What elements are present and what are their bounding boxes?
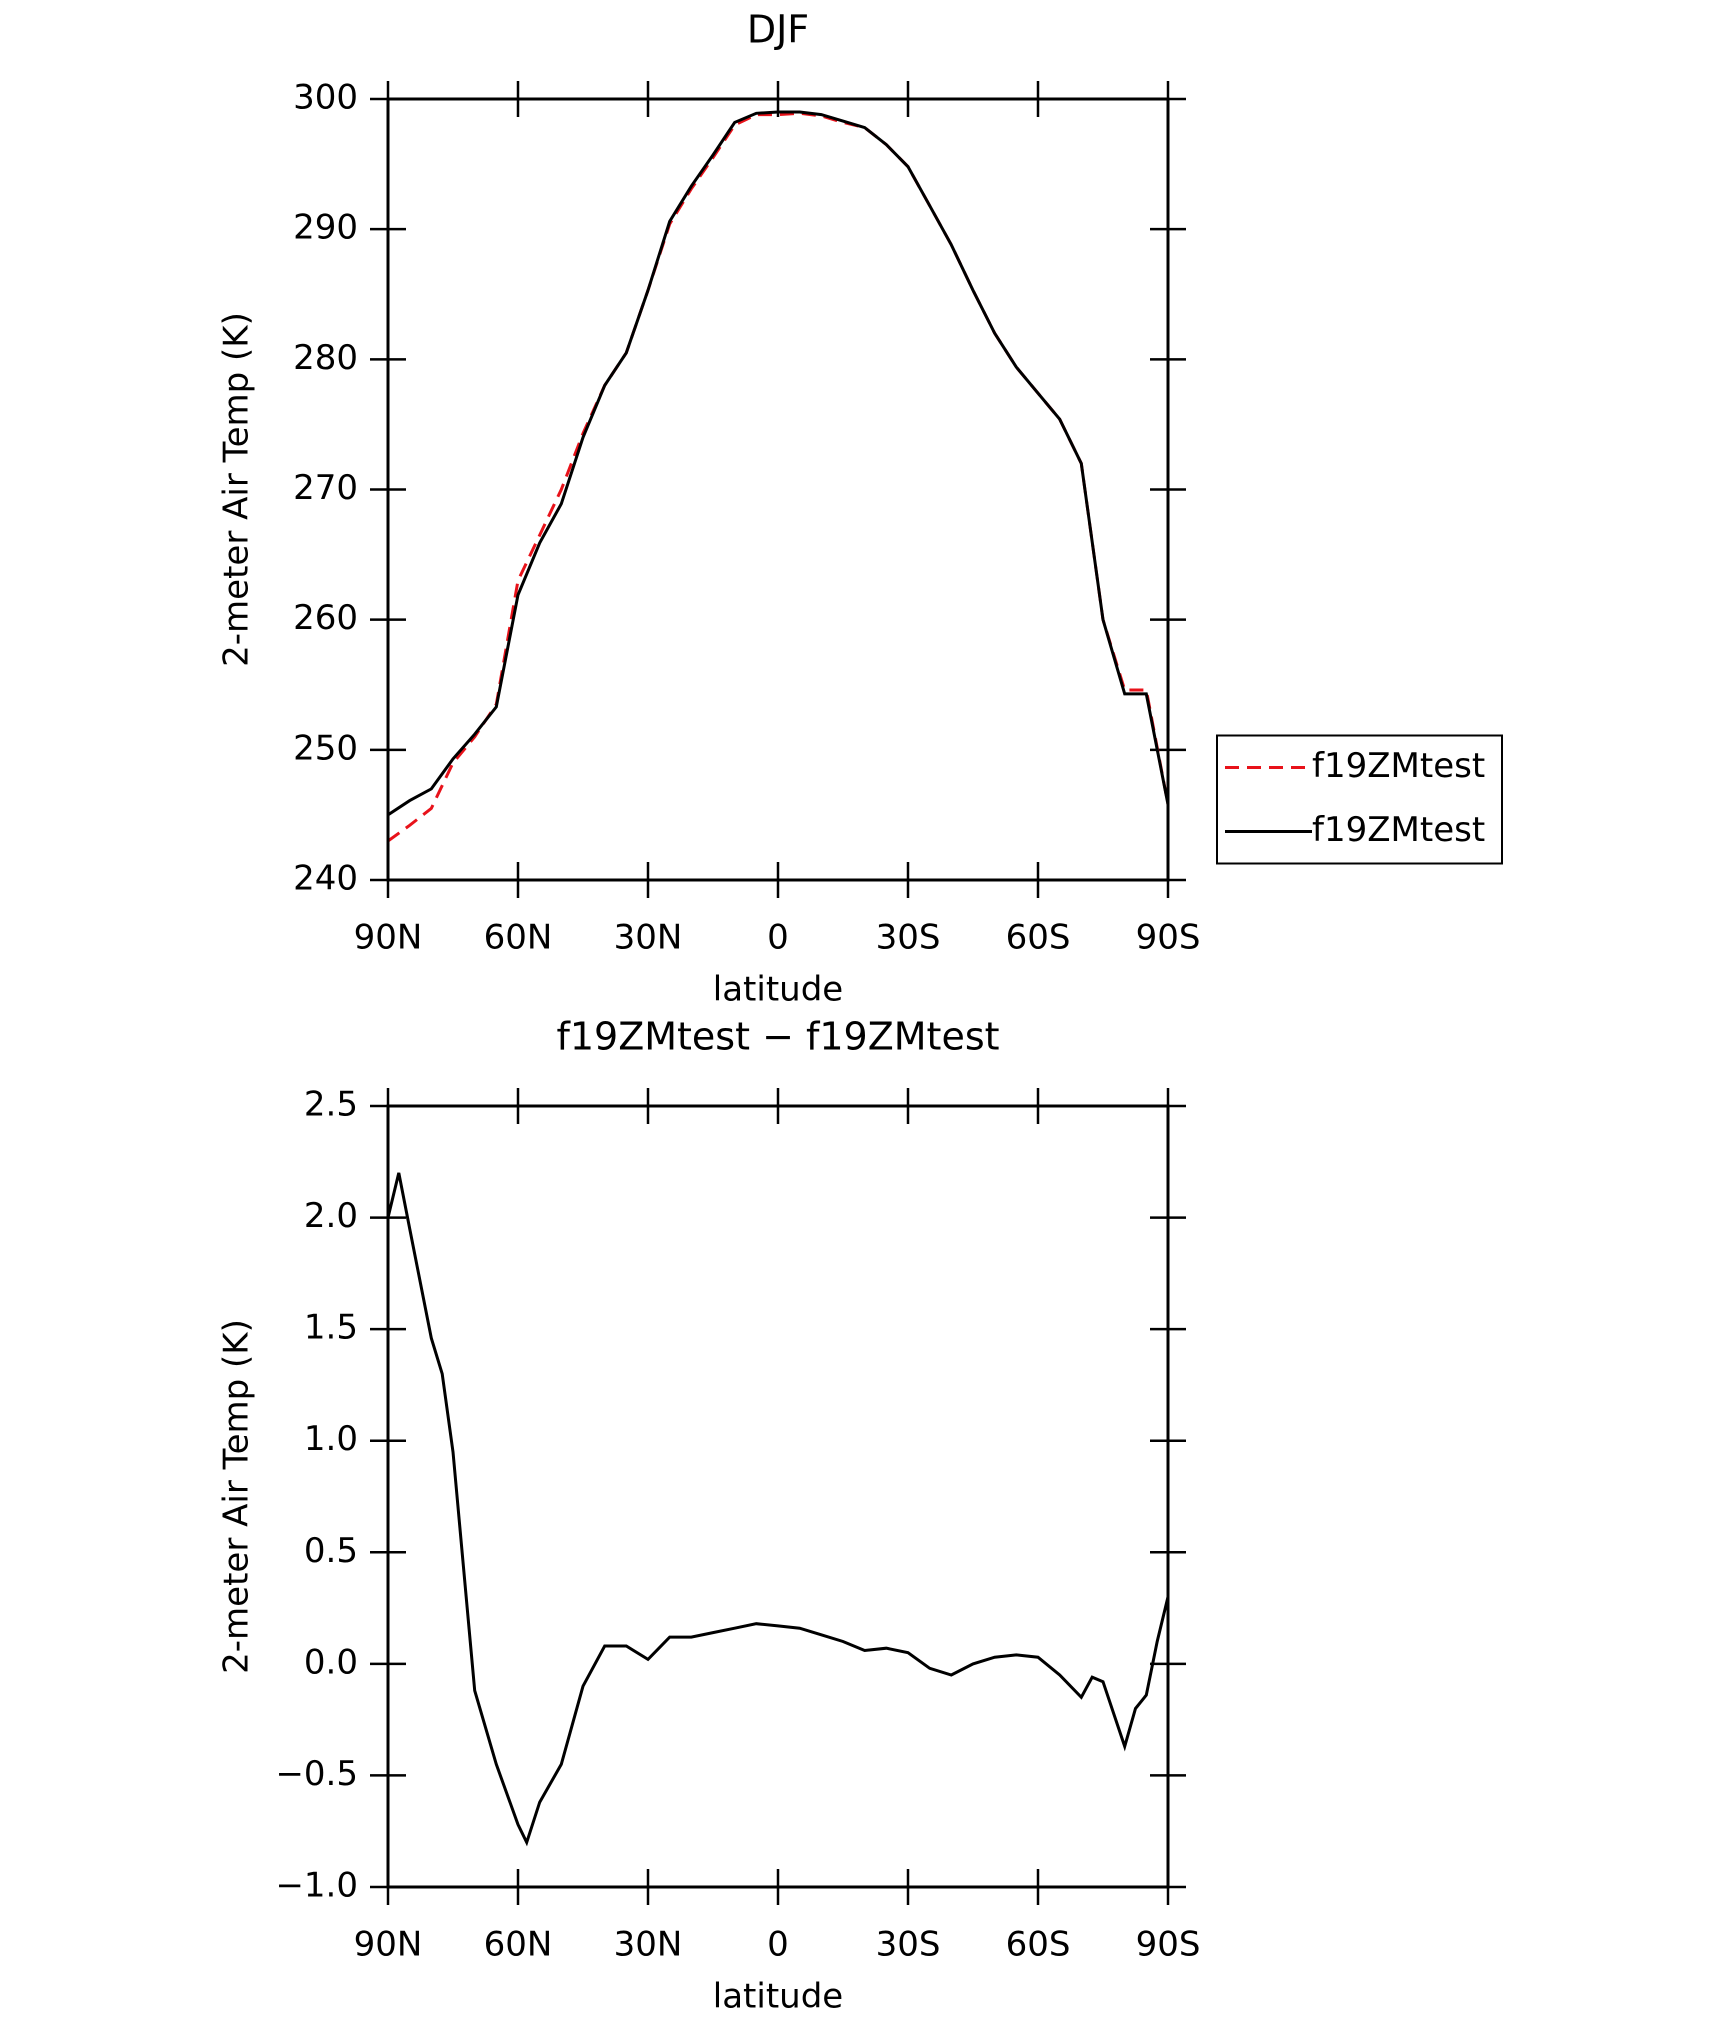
legend-label: f19ZMtest [1312,810,1485,850]
legend-label: f19ZMtest [1312,746,1485,786]
x-tick-label: 30N [614,918,683,958]
series-line [387,111,1170,843]
series-line [387,110,1170,817]
x-tick-label: 90S [1136,918,1201,958]
x-tick-label: 60N [484,1925,553,1965]
y-tick-label: 300 [293,78,358,118]
x-tick-label: 60S [1006,918,1071,958]
x-tick-label: 30S [876,918,941,958]
x-tick-label: 0 [767,918,789,958]
x-tick-label: 30N [614,1925,683,1965]
y-axis-label: 2-meter Air Temp (K) [217,1319,257,1674]
y-tick-label: 240 [293,859,358,899]
y-tick-label: −1.0 [275,1866,358,1906]
x-tick-label: 30S [876,1925,941,1965]
x-tick-label: 90N [354,918,423,958]
y-tick-label: 1.5 [304,1308,358,1348]
chart-title: f19ZMtest − f19ZMtest [556,1015,999,1059]
y-tick-label: 0.5 [304,1531,358,1571]
x-axis-label: latitude [713,1977,843,2017]
plot-frame [386,97,1170,882]
y-tick-label: 250 [293,728,358,768]
chart-title: DJF [747,8,809,52]
y-tick-label: −0.5 [275,1754,358,1794]
x-tick-label: 90N [354,1925,423,1965]
series-line [386,1172,1170,1847]
x-tick-label: 0 [767,1925,789,1965]
y-tick-label: 280 [293,338,358,378]
y-tick-label: 2.5 [304,1085,358,1125]
x-tick-label: 90S [1136,1925,1201,1965]
y-tick-label: 260 [293,598,358,638]
y-tick-label: 290 [293,208,358,248]
legend-box [1216,734,1503,865]
plot-frame [386,1104,1170,1889]
y-tick-label: 0.0 [304,1642,358,1682]
y-axis-label: 2-meter Air Temp (K) [217,312,257,667]
y-tick-label: 1.0 [304,1419,358,1459]
x-tick-label: 60S [1006,1925,1071,1965]
y-tick-label: 2.0 [304,1196,358,1236]
x-tick-label: 60N [484,918,553,958]
x-axis-label: latitude [713,970,843,1010]
y-tick-label: 270 [293,468,358,508]
